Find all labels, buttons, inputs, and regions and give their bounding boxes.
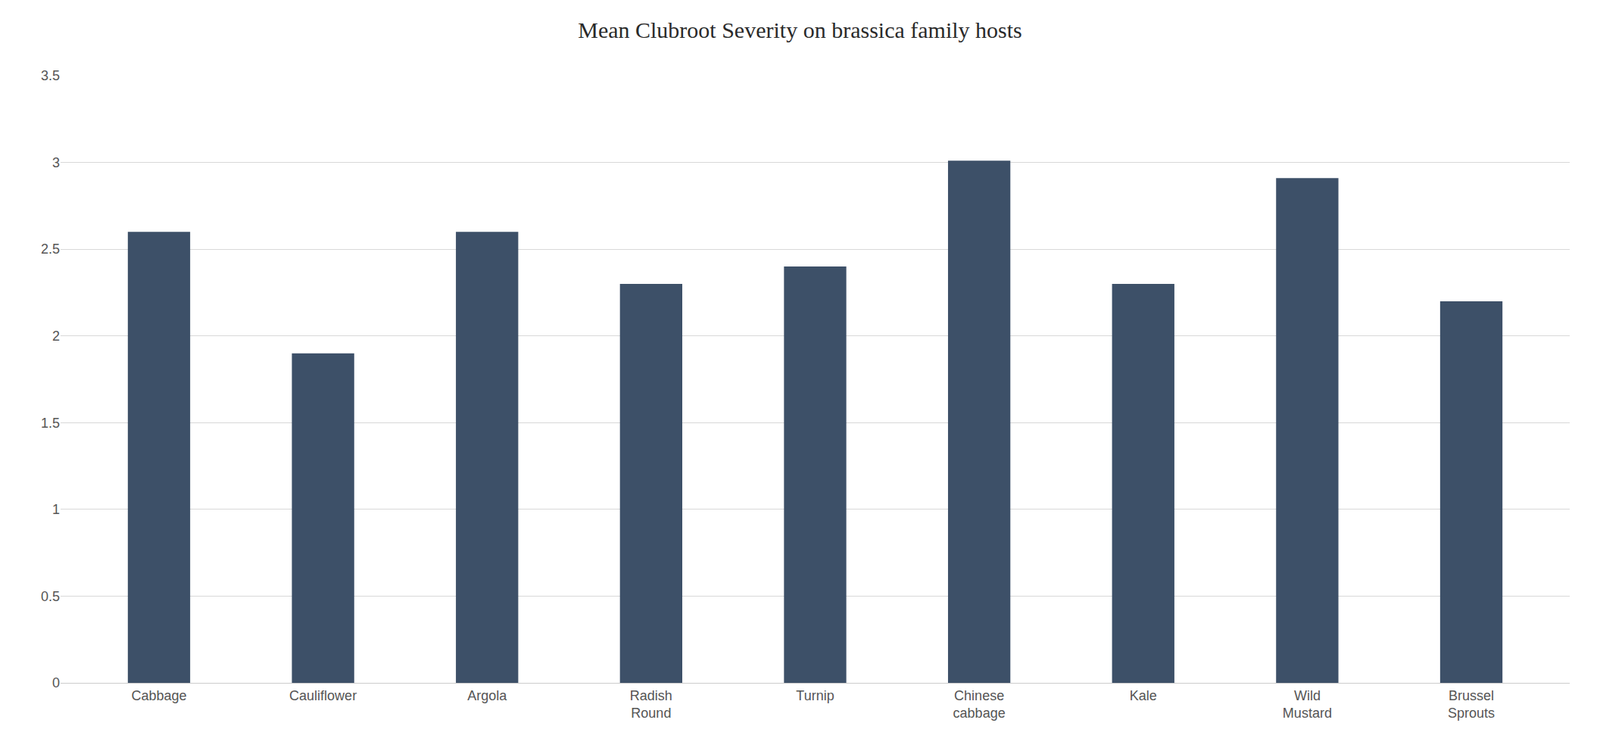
svg-text:Cabbage: Cabbage [130, 688, 187, 704]
svg-text:RadishRound: RadishRound [630, 688, 673, 721]
svg-text:Chinesecabbage: Chinesecabbage [953, 688, 1006, 721]
svg-text:Turnip: Turnip [795, 688, 834, 704]
svg-text:3.5: 3.5 [40, 68, 60, 84]
svg-text:3: 3 [52, 155, 60, 171]
svg-text:2.5: 2.5 [40, 241, 60, 257]
svg-text:2: 2 [52, 328, 60, 344]
svg-text:Argola: Argola [467, 688, 508, 704]
svg-text:Kale: Kale [1129, 688, 1158, 704]
svg-text:WildMustard: WildMustard [1282, 688, 1332, 721]
svg-text:Mean Clubroot Severity on bras: Mean Clubroot Severity on brassica famil… [577, 17, 1023, 43]
svg-text:0: 0 [52, 675, 60, 691]
svg-text:Cauliflower: Cauliflower [289, 688, 357, 704]
svg-text:1: 1 [52, 502, 60, 518]
svg-text:BrusselSprouts: BrusselSprouts [1447, 688, 1495, 721]
svg-text:0.5: 0.5 [40, 589, 60, 605]
svg-text:1.5: 1.5 [40, 415, 60, 431]
